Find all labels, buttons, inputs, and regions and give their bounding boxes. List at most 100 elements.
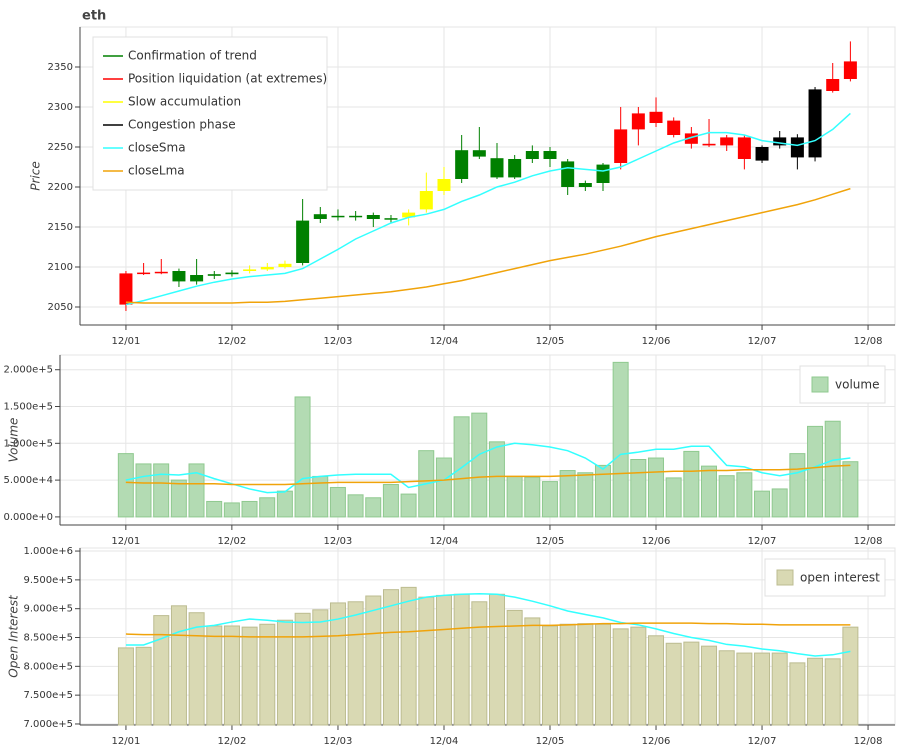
- candle-body: [508, 159, 522, 178]
- x-tick-label: 12/05: [536, 536, 565, 547]
- candle-body: [313, 214, 327, 219]
- bar: [701, 645, 718, 726]
- y-tick-label: 2300: [48, 102, 73, 113]
- candle-body: [260, 267, 274, 270]
- legend-label: Slow accumulation: [128, 95, 241, 109]
- bar: [789, 453, 806, 518]
- candle-body: [790, 137, 804, 158]
- legend-box: [799, 365, 886, 404]
- bar: [347, 601, 364, 726]
- bar: [241, 626, 258, 726]
- candle-body: [207, 274, 221, 276]
- candle-body: [455, 150, 469, 179]
- bar: [824, 420, 841, 518]
- y-tick-label: 1.500e+5: [3, 402, 53, 413]
- bar: [471, 601, 488, 726]
- bar: [595, 623, 612, 726]
- bar: [170, 605, 187, 726]
- y-tick-label: 2150: [48, 222, 73, 233]
- bar: [754, 652, 771, 726]
- candle-body: [578, 183, 592, 187]
- candle-body: [225, 272, 239, 275]
- bar: [683, 641, 700, 726]
- candle-body: [349, 215, 363, 218]
- candle-body: [737, 137, 751, 159]
- x-tick-label: 12/04: [430, 736, 459, 747]
- bar: [117, 647, 134, 726]
- candle-body: [437, 179, 451, 191]
- x-tick-label: 12/06: [642, 736, 671, 747]
- bar: [789, 662, 806, 726]
- bar: [294, 612, 311, 726]
- bar: [807, 425, 824, 518]
- bar: [488, 441, 505, 518]
- bar: [259, 497, 276, 518]
- bar: [135, 646, 152, 726]
- x-tick-label: 12/06: [642, 536, 671, 547]
- bar: [365, 595, 382, 726]
- bar: [365, 497, 382, 518]
- y-tick-label: 2050: [48, 302, 73, 313]
- legend-label: closeSma: [128, 141, 186, 155]
- candle-body: [826, 79, 840, 91]
- candle-body: [419, 191, 433, 210]
- x-tick-label: 12/08: [854, 536, 883, 547]
- bar: [842, 626, 859, 726]
- candle-body: [296, 220, 310, 263]
- bar: [824, 658, 841, 726]
- x-tick-label: 12/04: [430, 536, 459, 547]
- y-tick-label: 2250: [48, 142, 73, 153]
- bar: [648, 635, 665, 726]
- bar: [418, 596, 435, 726]
- bar: [382, 484, 399, 518]
- bar: [223, 502, 240, 518]
- candle-body: [649, 111, 663, 123]
- bar: [754, 490, 771, 518]
- x-tick-label: 12/01: [112, 336, 141, 347]
- bar: [329, 486, 346, 518]
- bar: [577, 623, 594, 726]
- candle-body: [720, 137, 734, 146]
- bar: [718, 475, 735, 518]
- bar: [488, 593, 505, 726]
- candle-body: [243, 269, 257, 271]
- candle-body: [366, 215, 380, 219]
- bar: [471, 412, 488, 518]
- bar: [665, 477, 682, 518]
- bar: [630, 459, 647, 518]
- legend-label: Confirmation of trend: [128, 49, 257, 63]
- x-tick-label: 12/04: [430, 336, 459, 347]
- candle-body: [631, 113, 645, 130]
- x-tick-label: 12/03: [323, 536, 352, 547]
- bar: [170, 479, 187, 518]
- bar: [542, 625, 559, 726]
- x-tick-label: 12/03: [324, 736, 353, 747]
- bar: [453, 593, 470, 726]
- candle-body: [596, 164, 610, 183]
- bar: [117, 453, 134, 518]
- candle-body: [472, 150, 486, 157]
- ma-line: [125, 187, 851, 304]
- ma-line: [125, 112, 851, 306]
- bar: [665, 642, 682, 726]
- x-tick-label: 12/08: [854, 336, 883, 347]
- bar: [577, 472, 594, 518]
- y-tick-label: 2.000e+5: [3, 365, 53, 376]
- y-tick-label: 7.500e+5: [23, 690, 73, 701]
- y-tick-label: 9.500e+5: [23, 575, 73, 586]
- bar: [506, 475, 523, 518]
- x-tick-label: 12/02: [218, 336, 247, 347]
- bar: [541, 481, 558, 518]
- candle-body: [561, 161, 575, 187]
- ma-line: [125, 622, 851, 638]
- bar: [506, 609, 523, 726]
- candle-body: [702, 143, 716, 146]
- bar: [294, 396, 311, 518]
- bar: [630, 626, 647, 726]
- y-tick-label: 2350: [48, 62, 73, 73]
- candle-body: [490, 158, 504, 178]
- x-tick-label: 12/07: [748, 736, 777, 747]
- bar: [771, 652, 788, 726]
- bar: [701, 465, 718, 518]
